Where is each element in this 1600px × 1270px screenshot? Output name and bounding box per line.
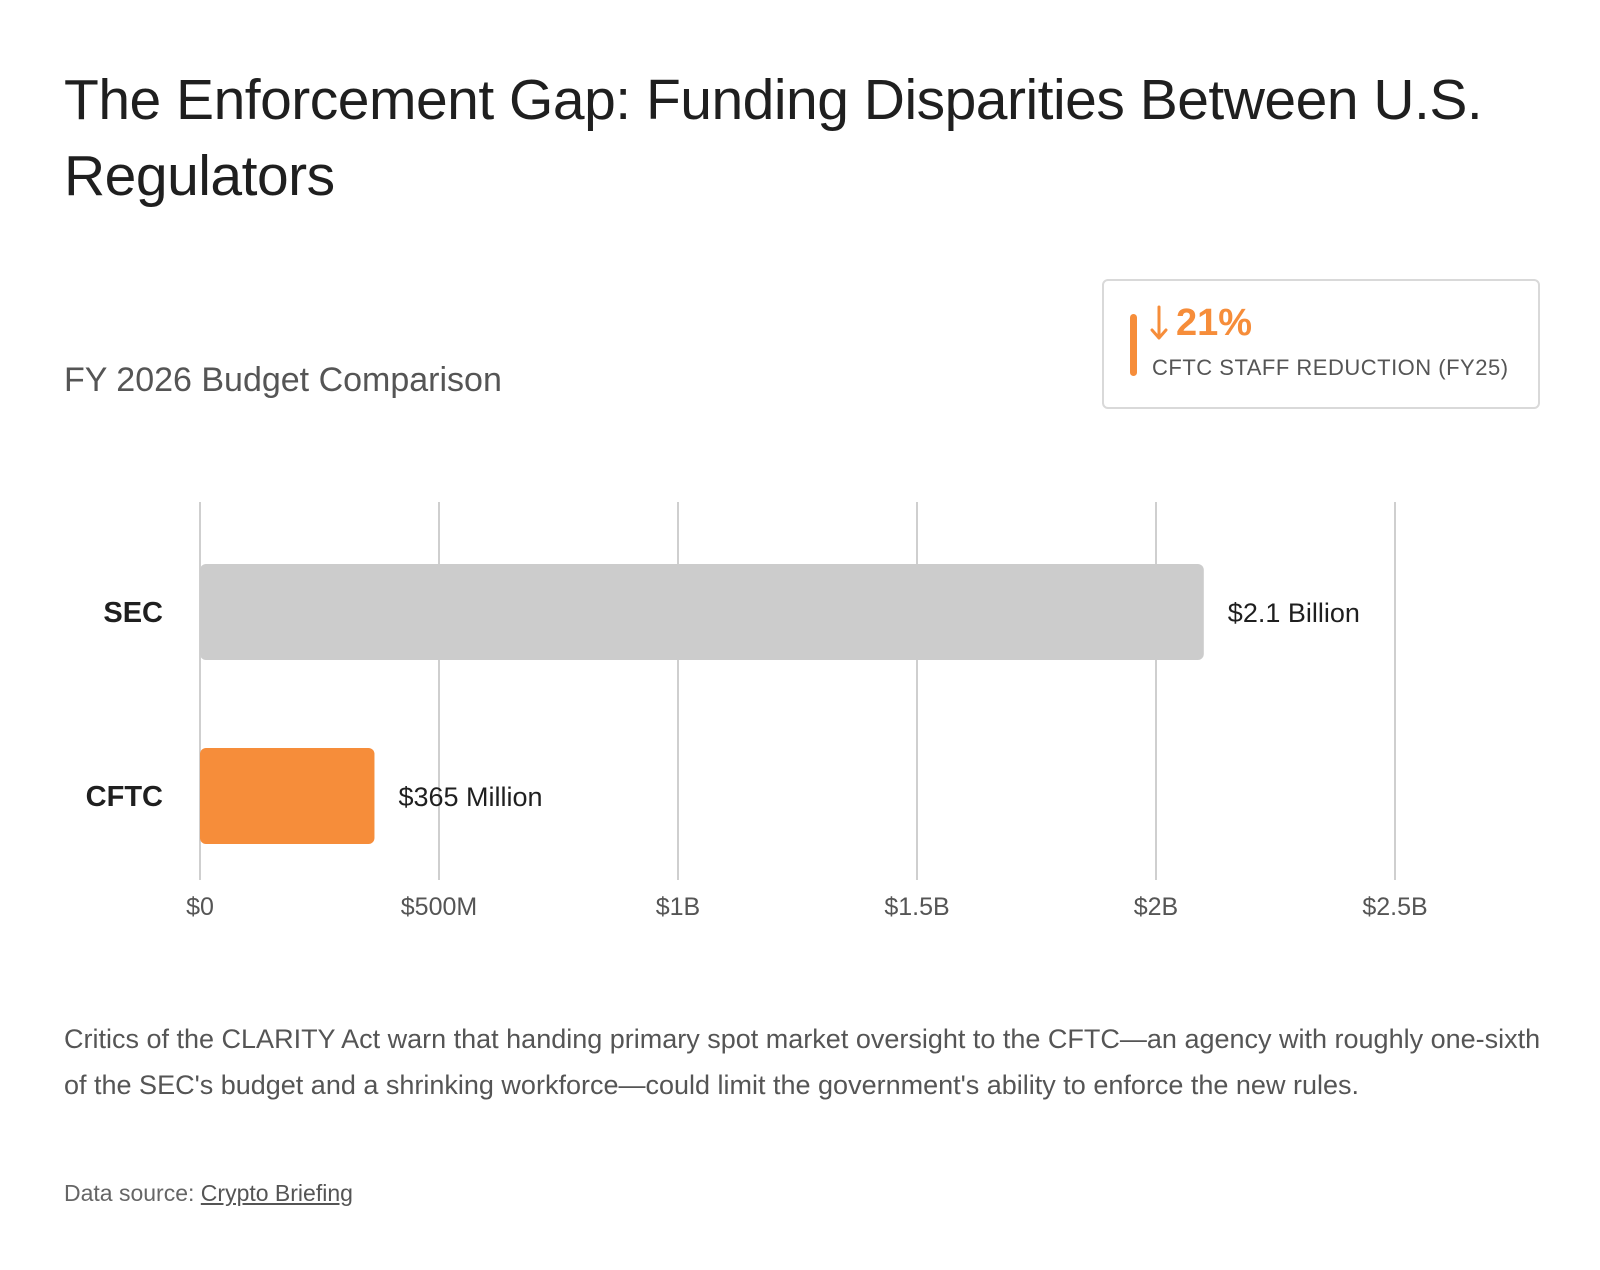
x-tick-label: $0 — [186, 893, 214, 920]
bar-sec — [200, 564, 1204, 660]
data-label: $365 Million — [398, 782, 542, 812]
category-label: CFTC — [86, 781, 163, 813]
chart-subtitle: FY 2026 Budget Comparison — [64, 361, 502, 399]
x-tick-label: $2.5B — [1362, 893, 1427, 920]
data-source: Data source: Crypto Briefing — [64, 1178, 353, 1208]
chart-title: The Enforcement Gap: Funding Disparities… — [64, 68, 1483, 208]
chart-caption: Critics of the CLARITY Act warn that han… — [64, 1024, 1541, 1100]
budget-bar-chart: $0 $500M $1B $1.5B $2B $2.5B SEC $2.1 Billion CF… — [86, 502, 1428, 920]
x-tick-label: $2B — [1134, 893, 1178, 920]
category-label: SEC — [103, 597, 163, 629]
stat-value: 21% — [1176, 302, 1253, 344]
x-tick-label: $1.5B — [884, 893, 949, 920]
source-prefix: Data source: — [64, 1180, 195, 1206]
arrow-down-icon — [1150, 305, 1168, 340]
data-label: $2.1 Billion — [1228, 598, 1360, 628]
source-link[interactable]: Crypto Briefing — [200, 1180, 353, 1206]
bar-cftc — [200, 748, 375, 844]
stat-label: CFTC STAFF REDUCTION (FY25) — [1152, 355, 1509, 380]
x-tick-label: $1B — [656, 893, 700, 920]
x-tick-label: $500M — [401, 893, 477, 920]
stat-accent-bar — [1130, 314, 1137, 376]
stat-callout-card: 21% CFTC STAFF REDUCTION (FY25) — [1102, 279, 1540, 409]
